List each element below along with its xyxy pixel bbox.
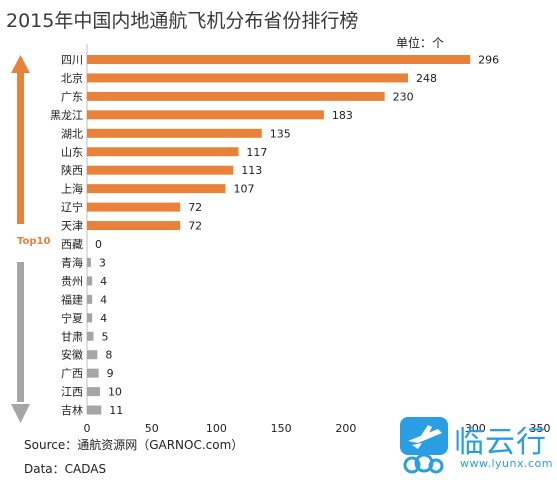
category-label: 四川 [61,54,83,67]
value-label: 72 [188,220,202,233]
category-label: 山东 [61,146,83,159]
category-label: 上海 [61,182,83,196]
chart-title: 2015年中国内地通航飞机分布省份排行榜 [6,10,359,32]
up-arrow-icon [11,55,30,73]
bar [87,202,181,212]
value-label: 4 [100,293,107,306]
top10-bracket-bar [17,71,24,224]
value-label: 0 [95,238,102,251]
x-tick-label: 150 [271,422,292,435]
source-note: Source：通航资源网（GARNOC.com） [24,438,244,452]
category-label: 贵州 [61,275,83,288]
bar [87,368,99,378]
x-tick-label: 100 [206,422,227,435]
bar [87,147,239,157]
category-label: 甘肃 [61,330,83,343]
data-note: Data：CADAS [24,462,107,476]
rest-bracket-bar [17,262,24,402]
category-label: 广西 [61,367,83,380]
bar [87,55,471,64]
value-label: 5 [101,330,108,343]
brand-logo: 临云行 www.lyunx.com [398,415,554,477]
value-label: 230 [393,90,414,103]
value-label: 72 [188,201,202,214]
bar [87,313,93,323]
value-label: 3 [99,256,106,269]
bar [87,128,262,138]
value-label: 135 [270,127,291,140]
logo-url: www.lyunx.com [460,457,553,470]
value-label: 4 [100,275,107,288]
logo-text: 临云行 [454,425,547,460]
value-label: 8 [105,349,112,362]
value-label: 117 [246,146,267,159]
category-label: 天津 [61,220,83,233]
category-label: 宁夏 [61,311,83,325]
bar [87,405,102,415]
bar [87,110,324,120]
bar [87,184,226,194]
category-label: 江西 [61,386,83,399]
x-tick-label: 300 [465,422,486,435]
unit-label: 单位：个 [396,36,445,50]
down-arrow-icon [11,404,30,423]
value-label: 107 [233,183,254,196]
category-label: 福建 [61,292,83,306]
category-label: 湖北 [61,127,83,140]
value-label: 4 [100,312,107,325]
x-tick-label: 350 [530,422,551,435]
bar [87,294,93,304]
bar [87,91,385,101]
bar [87,331,94,341]
bar [87,276,93,286]
category-label: 西藏 [61,238,83,251]
x-tick-label: 0 [84,422,91,435]
bar [87,221,181,231]
category-label: 陕西 [61,163,83,177]
category-label: 广东 [61,90,83,103]
value-label: 296 [478,54,499,67]
value-label: 113 [241,164,262,177]
bar [87,350,98,360]
value-label: 183 [332,109,353,122]
bar [87,73,408,83]
x-tick-label: 50 [145,422,159,435]
cloud-plane-icon [400,417,448,474]
category-label: 安徽 [61,348,83,362]
x-tick-label: 200 [335,422,356,435]
category-label: 辽宁 [61,200,83,214]
value-label: 248 [416,72,437,85]
value-label: 11 [109,404,123,417]
bar [87,165,234,175]
value-label: 10 [108,386,122,399]
value-label: 9 [107,367,114,380]
bar [87,257,91,267]
bar [87,387,100,397]
category-label: 北京 [61,71,83,85]
category-label: 青海 [61,255,83,269]
top10-label: Top10 [17,236,50,247]
category-label: 黑龙江 [50,109,83,122]
category-label: 吉林 [61,403,83,417]
